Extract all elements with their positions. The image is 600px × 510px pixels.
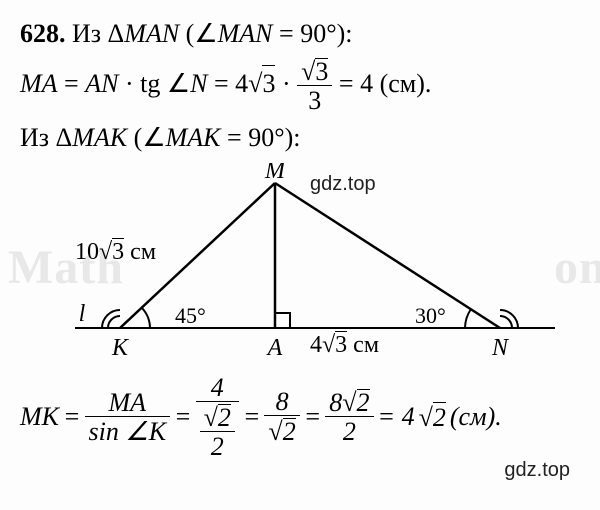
text: sin ∠ <box>89 417 149 446</box>
text: MAN <box>124 19 179 48</box>
text: MAK <box>166 123 221 152</box>
svg-text:K: K <box>111 335 130 361</box>
svg-text:45°: 45° <box>175 303 206 328</box>
text: AN <box>85 69 118 98</box>
text: MK <box>20 402 59 432</box>
line-2: MA = AN · tg ∠N = 43 · 33 = 4 (см). <box>20 58 580 114</box>
text: (∠ <box>127 123 165 152</box>
text: = <box>304 402 322 432</box>
text: = <box>243 402 261 432</box>
text: = 4 (см). <box>332 69 431 98</box>
text: MAN <box>218 19 273 48</box>
denominator: 2 <box>264 415 299 445</box>
text: = 4 <box>208 69 249 98</box>
text: = 4 <box>378 402 415 432</box>
radicand: 2 <box>283 418 296 445</box>
denominator: 3 <box>297 85 332 114</box>
gdz-label-2: gdz.top <box>504 459 570 482</box>
text: (см). <box>450 402 502 432</box>
radicand: 2 <box>357 389 370 416</box>
svg-text:l: l <box>79 301 86 327</box>
unit: см <box>124 239 156 265</box>
numerator: 82 <box>325 389 373 416</box>
denominator: 2 <box>325 416 373 445</box>
triangle-svg: M K A N l 45° 30° <box>20 163 580 373</box>
problem-number: 628. <box>20 19 66 48</box>
text: N <box>190 69 207 98</box>
radicand: 3 <box>262 65 275 102</box>
sqrt: 2 <box>419 402 446 433</box>
fraction-inner: 2 2 <box>200 404 235 460</box>
fraction: 82 2 <box>325 389 373 445</box>
triangle-diagram: gdz.top M K A N l 45° 30° <box>20 163 580 373</box>
numerator: 8 <box>264 389 299 415</box>
sqrt: 3 <box>301 58 328 85</box>
numerator: MA <box>85 390 171 416</box>
text: = 90°): <box>221 123 301 152</box>
sqrt: 2 <box>342 389 369 416</box>
fraction: 33 <box>297 58 332 114</box>
line-3: Из ΔMAK (∠MAK = 90°): <box>20 120 580 156</box>
fraction: 4 2 2 <box>196 375 239 460</box>
text: Из Δ <box>20 123 72 152</box>
side-bottom-label: 43 см <box>310 331 379 359</box>
svg-text:A: A <box>266 335 283 361</box>
text: = <box>58 69 86 98</box>
side-left-label: 10 3 см <box>75 238 156 266</box>
denominator: 2 <box>200 431 235 460</box>
unit: см <box>347 332 379 358</box>
denominator: 2 2 <box>196 401 239 460</box>
radicand: 2 <box>218 404 231 431</box>
text: (∠ <box>179 19 217 48</box>
text: · <box>275 69 297 98</box>
radicand: 3 <box>335 331 347 359</box>
line-4: MK = MA sin ∠K = 4 2 2 = 8 2 = 82 2 = <box>20 375 580 460</box>
gdz-label-1: gdz.top <box>310 173 376 196</box>
numerator: 4 <box>196 375 239 401</box>
line-1: 628. Из ΔMAN (∠MAN = 90°): <box>20 16 580 52</box>
value: 10 <box>75 239 99 265</box>
fraction: MA sin ∠K <box>85 390 171 445</box>
svg-text:M: M <box>264 163 287 184</box>
sqrt: 2 <box>204 404 231 431</box>
radicand: 3 <box>112 238 124 266</box>
text: Из Δ <box>72 19 124 48</box>
text: = <box>63 402 81 432</box>
sqrt: 2 <box>268 418 295 445</box>
denominator: sin ∠K <box>85 416 171 445</box>
sqrt: 3 <box>99 238 124 266</box>
text: · tg ∠ <box>118 69 190 98</box>
fraction: 8 2 <box>264 389 299 445</box>
text: MA <box>20 69 58 98</box>
sqrt: 3 <box>322 331 347 359</box>
value: 4 <box>310 332 322 358</box>
text: 8 <box>329 388 342 417</box>
svg-text:N: N <box>491 335 510 361</box>
radicand: 2 <box>433 402 446 433</box>
content: 628. Из ΔMAN (∠MAN = 90°): MA = AN · tg … <box>20 16 580 460</box>
sqrt: 3 <box>248 65 275 102</box>
text: = 90°): <box>273 19 353 48</box>
radicand: 3 <box>315 58 328 85</box>
svg-text:30°: 30° <box>415 303 446 328</box>
text: K <box>149 417 166 446</box>
text: = <box>174 402 192 432</box>
text: MAK <box>72 123 127 152</box>
